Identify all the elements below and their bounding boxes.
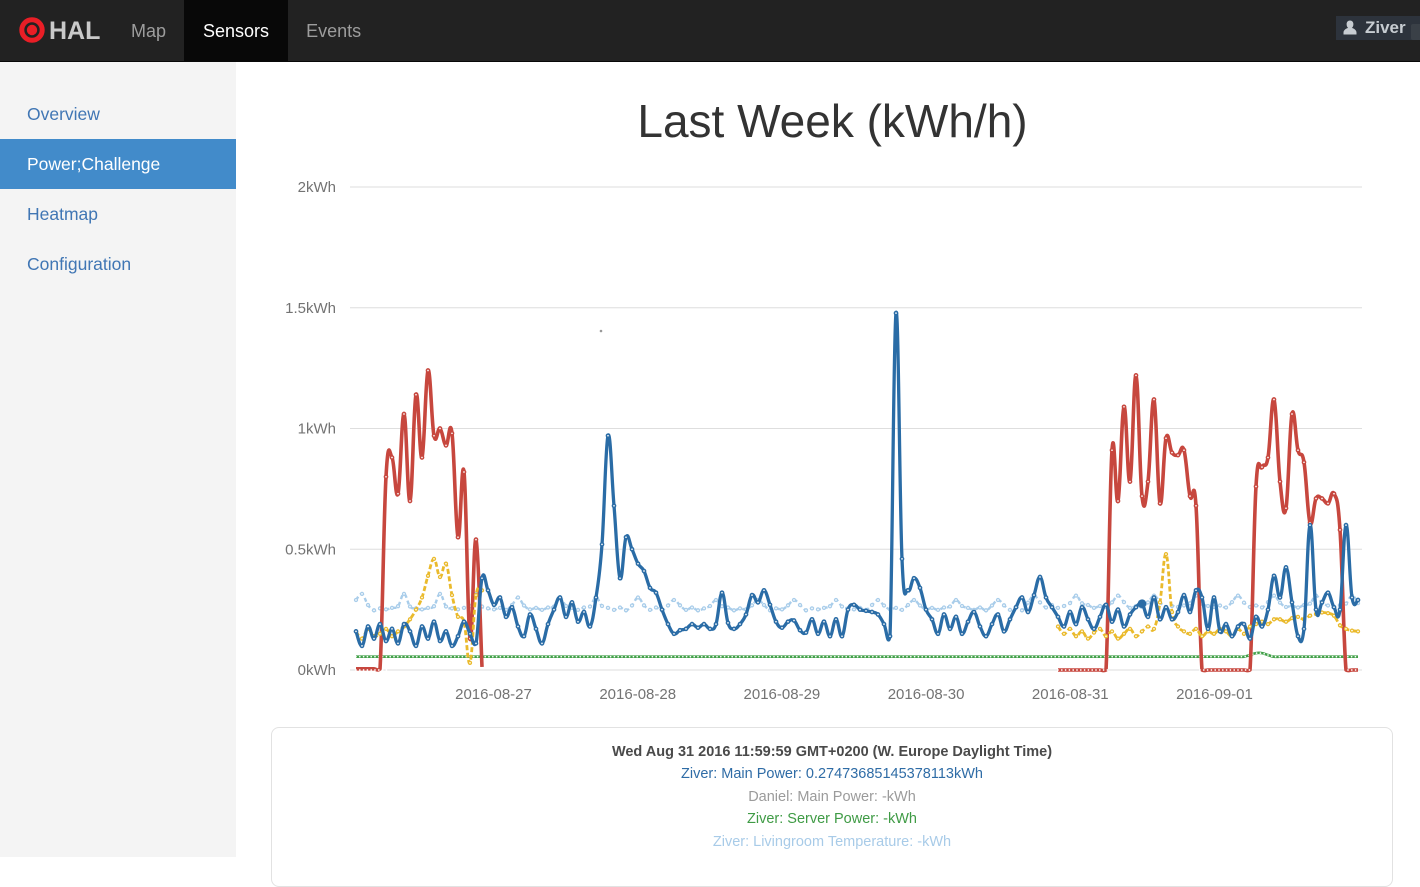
svg-text:2016-09-01: 2016-09-01: [1176, 686, 1253, 703]
svg-text:2kWh: 2kWh: [298, 179, 336, 196]
svg-text:2016-08-28: 2016-08-28: [599, 686, 676, 703]
svg-text:0.5kWh: 0.5kWh: [285, 542, 336, 559]
svg-text:1kWh: 1kWh: [298, 421, 336, 438]
svg-text:2016-08-29: 2016-08-29: [744, 686, 821, 703]
svg-text:0kWh: 0kWh: [298, 662, 336, 679]
svg-text:2016-08-31: 2016-08-31: [1032, 686, 1109, 703]
svg-text:1.5kWh: 1.5kWh: [285, 300, 336, 317]
svg-text:2016-08-30: 2016-08-30: [888, 686, 965, 703]
svg-text:2016-08-27: 2016-08-27: [455, 686, 532, 703]
